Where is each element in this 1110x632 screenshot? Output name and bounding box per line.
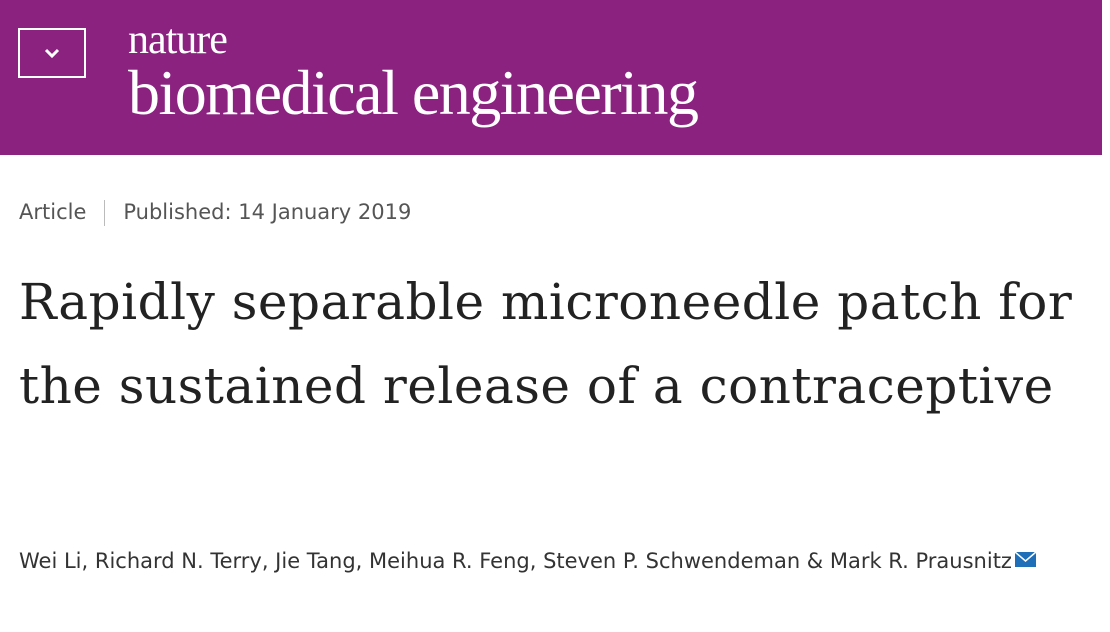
article-title: Rapidly separable microneedle patch for … bbox=[19, 273, 1073, 415]
article-meta: Article Published: 14 January 2019 bbox=[19, 200, 411, 226]
brand[interactable]: biomedical engineering bbox=[128, 57, 699, 128]
authors[interactable]: Wei Li, Richard N. Terry, Jie Tang, Meih… bbox=[19, 549, 1012, 573]
published-date: Published: 14 January 2019 bbox=[123, 200, 412, 224]
article-type: Article bbox=[19, 200, 87, 224]
menu-button[interactable] bbox=[18, 28, 86, 78]
site-header: nature biomedical engineering bbox=[0, 0, 1102, 155]
mail-icon[interactable] bbox=[1014, 551, 1038, 569]
brand-top[interactable]: nature bbox=[128, 17, 228, 63]
author-list: Wei Li, Richard N. Terry, Jie Tang, Meih… bbox=[19, 536, 1049, 586]
separator bbox=[104, 200, 106, 226]
chevron-icon bbox=[44, 48, 60, 59]
